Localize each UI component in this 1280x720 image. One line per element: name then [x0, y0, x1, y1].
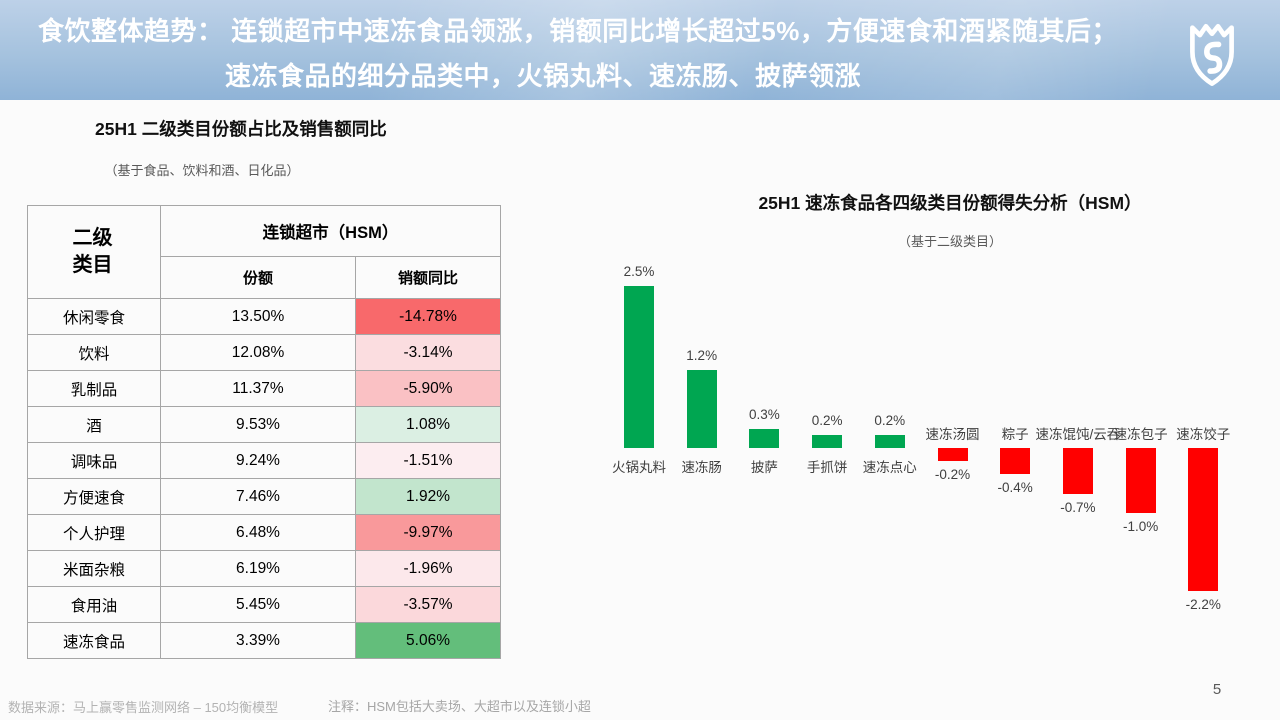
bar-positive	[874, 435, 905, 448]
bar-value-label: 0.3%	[749, 406, 780, 422]
cell-yoy: -3.57%	[354, 586, 502, 623]
bar-value-label: -0.2%	[934, 467, 971, 482]
cell-category: 酒	[27, 406, 161, 443]
header-title-line1: 食饮整体趋势： 连锁超市中速冻食品领涨，销额同比增长超过5%，方便速食和酒紧随其…	[38, 9, 1118, 54]
table-row: 饮料 12.08% -3.14%	[27, 334, 502, 371]
table-row: 食用油 5.45% -3.57%	[27, 586, 502, 623]
cell-share: 6.19%	[160, 550, 356, 587]
cell-yoy: -9.97%	[354, 514, 502, 551]
bar-value-label: -0.4%	[997, 480, 1033, 495]
bar-negative	[1000, 448, 1031, 474]
footnote-text: 注释：HSM包括大卖场、大超市以及连锁小超	[328, 699, 591, 714]
cell-category: 乳制品	[27, 370, 161, 407]
table-row: 酒 9.53% 1.08%	[27, 406, 502, 443]
bar-positive	[624, 285, 654, 448]
cell-yoy: -5.90%	[354, 370, 502, 407]
cell-category: 速冻食品	[27, 622, 161, 659]
bar-negative	[937, 448, 968, 461]
table-row-header-cell: 二级类目	[27, 205, 161, 299]
bar-category-label: 速冻饺子	[1176, 427, 1231, 442]
cell-share: 9.53%	[160, 406, 356, 443]
cell-yoy: -3.14%	[354, 334, 502, 371]
cell-category: 米面杂粮	[27, 550, 161, 587]
bar-negative	[1062, 448, 1093, 494]
cell-share: 6.48%	[160, 514, 356, 551]
table-row: 方便速食 7.46% 1.92%	[27, 478, 502, 515]
category-share-table: 二级类目 连锁超市（HSM） 份额 销额同比 休闲零食 13.50% -14.78%…	[27, 205, 502, 659]
bar-value-label: 0.2%	[811, 413, 843, 428]
cell-share: 7.46%	[160, 478, 356, 515]
table-subtitle: （基于食品、饮料和酒、日化品）	[104, 163, 300, 178]
shield-crown-logo-icon	[1184, 12, 1240, 90]
bar-positive	[686, 370, 717, 448]
header-title-line1-text: 连锁超市中速冻食品领涨，销额同比增长超过5%，方便速食和酒紧随其后；	[223, 16, 1118, 46]
bar-chart-subtitle: （基于二级类目）	[897, 234, 1002, 249]
cell-category: 食用油	[27, 586, 161, 623]
table-title: 25H1 二级类目份额占比及销售额同比	[95, 119, 387, 139]
cell-yoy: -1.51%	[354, 442, 502, 479]
bar-value-label: -2.2%	[1185, 597, 1221, 612]
shield-crown-logo-svg	[1190, 23, 1234, 86]
bar-category-label: 速冻包子	[1113, 427, 1168, 442]
cell-category: 饮料	[27, 334, 161, 371]
bar-value-label: 1.2%	[686, 348, 718, 363]
table-row: 速冻食品 3.39% 5.06%	[27, 622, 502, 659]
table-row: 个人护理 6.48% -9.97%	[27, 514, 502, 551]
bar-positive	[812, 435, 843, 448]
bar-value-label: -0.7%	[1060, 499, 1096, 515]
bar-category-label: 速冻馄饨/云吞	[1035, 427, 1121, 442]
header-band: 食饮整体趋势： 连锁超市中速冻食品领涨，销额同比增长超过5%，方便速食和酒紧随其…	[0, 0, 1280, 100]
bar-category-label: 粽子	[1001, 427, 1029, 442]
bar-negative	[1125, 448, 1156, 513]
header-title-prefix: 食饮整体趋势：	[38, 16, 224, 46]
table-col-header-yoy: 销额同比	[354, 256, 502, 299]
bar-category-label: 火锅丸料	[612, 460, 666, 475]
cell-yoy: 1.92%	[354, 478, 502, 515]
cell-share: 11.37%	[160, 370, 356, 407]
bar-category-label: 手抓饼	[806, 460, 848, 475]
cell-yoy: 5.06%	[354, 622, 502, 659]
bar-category-label: 速冻肠	[681, 460, 722, 475]
bar-negative	[1188, 448, 1219, 591]
bar-category-label: 速冻点心	[862, 460, 917, 475]
cell-yoy: -1.96%	[354, 550, 502, 587]
cell-share: 13.50%	[160, 298, 356, 335]
table-col-header-share: 份额	[160, 256, 356, 299]
cell-category: 调味品	[27, 442, 161, 479]
header-title-line2: 速冻食品的细分品类中，火锅丸料、速冻肠、披萨领涨	[225, 61, 862, 91]
bar-value-label: -1.0%	[1122, 519, 1159, 534]
header-title: 食饮整体趋势： 连锁超市中速冻食品领涨，销额同比增长超过5%，方便速食和酒紧随其…	[38, 9, 1118, 99]
cell-category: 休闲零食	[27, 298, 161, 335]
table-row: 米面杂粮 6.19% -1.96%	[27, 550, 502, 587]
cell-yoy: 1.08%	[354, 406, 502, 443]
category-table-body: 休闲零食 13.50% -14.78% 饮料 12.08% -3.14% 乳制品 11.37%…	[27, 298, 502, 659]
bar-chart-plot: 2.5% 火锅丸料 1.2% 速冻肠 0.3% 披萨 0.2% 手抓饼 0.2% 速冻点心 -0.2…	[600, 250, 1280, 650]
cell-share: 12.08%	[160, 334, 356, 371]
data-source-text: 数据来源：马上赢零售监测网络 – 150均衡模型	[8, 700, 279, 715]
bar-value-label: 2.5%	[623, 263, 655, 279]
cell-category: 个人护理	[27, 514, 161, 551]
cell-category: 方便速食	[27, 478, 161, 515]
cell-share: 5.45%	[160, 586, 356, 623]
table-row: 调味品 9.24% -1.51%	[27, 442, 502, 479]
bar-positive	[749, 428, 780, 448]
table-row-header: 二级类目	[72, 227, 113, 276]
table-row: 乳制品 11.37% -5.90%	[27, 370, 502, 407]
bar-category-label: 披萨	[750, 460, 778, 475]
bar-category-label: 速冻汤圆	[925, 427, 980, 442]
bar-value-label: 0.2%	[874, 413, 906, 428]
bar-chart-title: 25H1 速冻食品各四级类目份额得失分析（HSM）	[758, 193, 1142, 213]
cell-yoy: -14.78%	[354, 298, 502, 335]
cell-share: 9.24%	[160, 442, 356, 479]
cell-share: 3.39%	[160, 622, 356, 659]
table-row: 休闲零食 13.50% -14.78%	[27, 298, 502, 335]
table-group-header: 连锁超市（HSM）	[159, 205, 502, 257]
page-number: 5	[1212, 681, 1222, 698]
